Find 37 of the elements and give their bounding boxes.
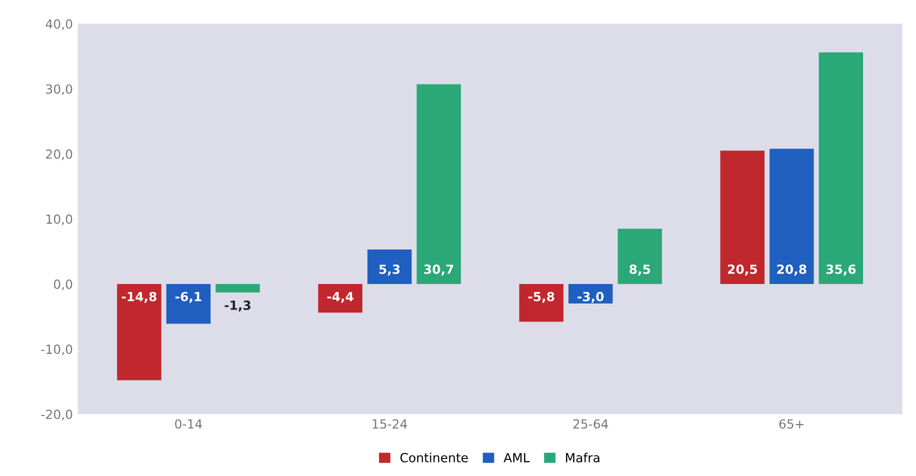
y-tick-label: 0,0 [54,279,72,290]
bar [416,84,461,284]
bar [519,284,564,322]
bar [318,284,362,313]
x-tick-label: 65+ [779,419,804,429]
bar [166,284,211,324]
y-tick-label: 20,0 [46,149,72,160]
bar [720,150,765,284]
legend-label: Mafra [566,452,600,462]
bar [618,228,662,284]
bar [117,284,162,380]
data-label: 8,5 [630,264,650,276]
x-tick-label: 15-24 [372,419,407,429]
bar [216,284,260,292]
data-label: 20,5 [728,264,757,276]
bar [818,52,864,284]
data-label: -4,4 [327,292,354,303]
data-label: 20,8 [777,264,806,276]
x-tick-label: 0-14 [175,419,202,429]
data-label: 5,3 [379,264,400,276]
data-label: 30,7 [424,264,454,276]
data-label: -6,1 [175,292,202,303]
y-tick-label: 30,0 [46,84,72,96]
y-tick-label: -20,0 [41,410,72,420]
bar [770,148,814,284]
legend-label: Continente [400,452,468,462]
data-label: -1,3 [224,300,250,312]
data-label: 35,6 [826,264,856,276]
data-label: -5,8 [528,292,554,303]
x-tick-label: 25-64 [573,419,608,429]
data-label: -3,0 [578,292,604,303]
y-tick-label: 10,0 [46,214,72,226]
y-tick-label: -10,0 [41,344,72,356]
y-tick-label: 40,0 [46,19,72,30]
data-label: -14,8 [122,292,156,303]
bar [367,250,412,284]
legend-label: AML [504,453,530,462]
